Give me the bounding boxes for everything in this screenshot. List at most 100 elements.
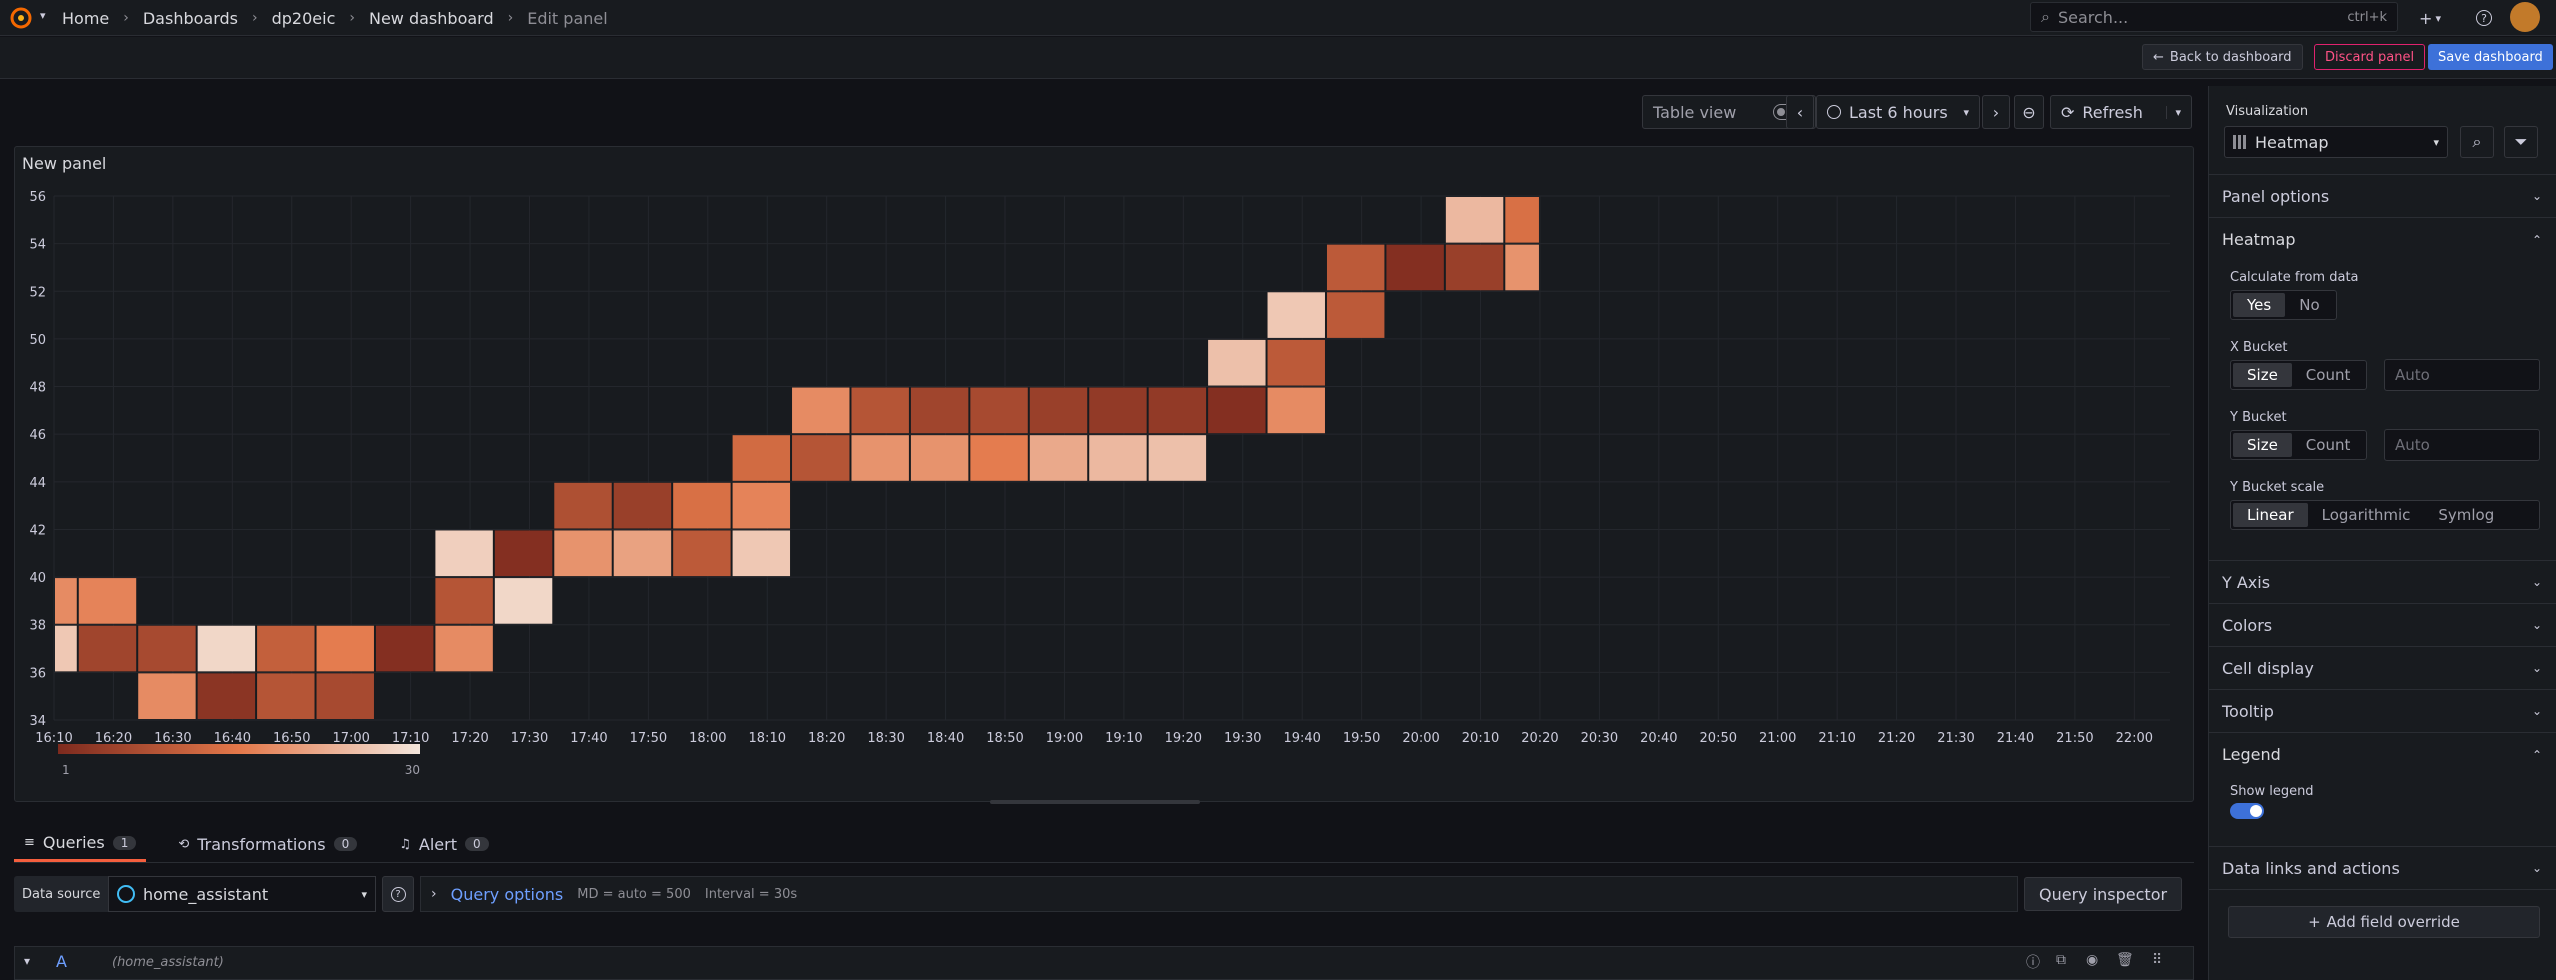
scale-logarithmic-option[interactable]: Logarithmic	[2321, 506, 2411, 524]
section-heatmap[interactable]: Heatmap ⌃	[2208, 218, 2556, 261]
x-tick-label: 20:00	[1402, 731, 1439, 746]
tab-alert[interactable]: ♫ Alert 0	[389, 826, 498, 862]
legend-max-label: 30	[405, 763, 420, 777]
heatmap-cell	[732, 482, 791, 529]
section-cell-display[interactable]: Cell display ⌄	[2208, 647, 2556, 690]
datasource-picker[interactable]: home_assistant ▾	[108, 876, 376, 912]
breadcrumb-home[interactable]: Home	[62, 8, 110, 28]
chevron-down-icon[interactable]: ▾	[40, 9, 46, 22]
zoom-out-button[interactable]: ⊖	[2014, 95, 2044, 129]
time-range-picker[interactable]: Last 6 hours ▾	[1816, 95, 1980, 129]
query-ref-id[interactable]: A	[56, 952, 67, 971]
heatmap-cell	[257, 625, 315, 672]
calculate-no-option[interactable]: No	[2299, 296, 2320, 314]
tab-transformations[interactable]: ⟲ Transformations 0	[168, 826, 367, 862]
add-field-override-button[interactable]: + Add field override	[2228, 906, 2540, 938]
heatmap-cell	[494, 530, 553, 577]
x-tick-label: 16:10	[35, 731, 72, 746]
refresh-label: Refresh	[2082, 102, 2143, 122]
resize-handle[interactable]	[990, 800, 1200, 804]
trash-icon[interactable]: 🗑	[2116, 952, 2134, 968]
section-legend[interactable]: Legend ⌃	[2208, 733, 2556, 776]
check-icon	[2250, 805, 2262, 817]
x-bucket-input[interactable]: Auto	[2384, 359, 2540, 391]
y-bucket-size-option[interactable]: Size	[2233, 433, 2292, 457]
heatmap-cell	[435, 625, 493, 672]
section-panel-options[interactable]: Panel options ⌄	[2208, 175, 2556, 218]
help-icon[interactable]: ⓘ	[2026, 955, 2040, 971]
y-tick-label: 34	[29, 714, 46, 729]
scale-linear-option[interactable]: Linear	[2233, 503, 2308, 527]
heatmap-cell	[197, 673, 256, 719]
heatmap-cell	[1148, 435, 1207, 481]
drag-handle-icon[interactable]: ⠿	[2152, 952, 2163, 968]
refresh-icon: ⟳	[2061, 102, 2075, 122]
x-tick-label: 19:20	[1165, 731, 1202, 746]
query-options-bar[interactable]: › Query options MD = auto = 500 Interval…	[420, 876, 2018, 912]
back-label: Back to dashboard	[2169, 49, 2292, 65]
breadcrumb-dashboard[interactable]: New dashboard	[368, 8, 494, 28]
duplicate-icon[interactable]: ⧉	[2056, 952, 2066, 968]
collapse-icon[interactable]: ▾	[24, 954, 31, 968]
chevron-down-icon: ⌄	[2531, 661, 2542, 675]
refresh-button[interactable]: ⟳ Refresh ▾	[2050, 95, 2192, 129]
filter-options-button[interactable]: ⏷	[2504, 126, 2538, 158]
heatmap-cell	[851, 435, 909, 481]
save-dashboard-button[interactable]: Save dashboard	[2428, 44, 2553, 70]
chevron-down-icon: ⌄	[2531, 575, 2542, 589]
add-icon[interactable]: + ▾	[2419, 8, 2441, 28]
x-bucket-count-option[interactable]: Count	[2305, 366, 2351, 384]
heatmap-cell	[1326, 292, 1385, 338]
y-tick-label: 42	[29, 523, 46, 538]
heatmap-cell	[138, 673, 196, 719]
section-tooltip[interactable]: Tooltip ⌄	[2208, 690, 2556, 733]
eye-icon[interactable]: ◉	[2086, 952, 2099, 968]
edit-actions-bar	[0, 37, 2556, 79]
time-range-prev-button[interactable]: ‹	[1786, 95, 1814, 129]
grafana-logo-icon[interactable]	[8, 4, 36, 32]
section-y-axis[interactable]: Y Axis ⌄	[2208, 561, 2556, 604]
avatar[interactable]	[2510, 2, 2540, 32]
heatmap-cell	[138, 625, 196, 672]
heatmap-cell	[970, 387, 1028, 434]
y-bucket-scale-radio-group: Linear Logarithmic Symlog	[2230, 500, 2540, 530]
discard-label: Discard panel	[2325, 49, 2415, 65]
section-data-links[interactable]: Data links and actions ⌄	[2208, 847, 2556, 890]
breadcrumb-dashboards[interactable]: Dashboards	[142, 8, 238, 28]
calculate-yes-option[interactable]: Yes	[2233, 293, 2286, 317]
time-range-next-button[interactable]: ›	[1982, 95, 2010, 129]
section-label: Heatmap	[2222, 230, 2296, 249]
heatmap-cell	[55, 578, 77, 624]
visualization-picker[interactable]: Heatmap ▾	[2224, 126, 2448, 158]
search-shortcut: ctrl+k	[2347, 9, 2387, 25]
heatmap-cell	[1267, 292, 1325, 338]
tab-queries[interactable]: ≡ Queries 1	[14, 826, 147, 862]
heatmap-cell	[910, 435, 969, 481]
scale-symlog-option[interactable]: Symlog	[2438, 506, 2495, 524]
heatmap-cell	[792, 387, 850, 434]
breadcrumb-folder[interactable]: dp20eic	[271, 8, 336, 28]
save-label: Save dashboard	[2438, 49, 2543, 65]
heatmap-chart: 34 36 38 40 42 44 46 48 50 52 54 56 16:10 16:20 16:30 1…	[29, 190, 2170, 777]
heatmap-cell	[732, 530, 791, 577]
search-input[interactable]: ⌕ Search... ctrl+k	[2030, 2, 2398, 32]
query-inspector-button[interactable]: Query inspector	[2024, 877, 2183, 911]
show-legend-toggle[interactable]	[2230, 803, 2264, 819]
heatmap-cell	[1029, 387, 1088, 434]
discard-panel-button[interactable]: Discard panel	[2314, 44, 2426, 70]
section-label: Cell display	[2222, 658, 2314, 678]
x-bucket-size-option[interactable]: Size	[2233, 363, 2292, 387]
y-bucket-count-option[interactable]: Count	[2305, 436, 2351, 454]
back-to-dashboard-button[interactable]: ← Back to dashboard	[2142, 44, 2303, 70]
datasource-help-button[interactable]: ?	[382, 876, 414, 912]
y-bucket-input[interactable]: Auto	[2384, 429, 2540, 461]
query-inspector-label: Query inspector	[2039, 884, 2168, 904]
search-options-button[interactable]: ⌕	[2460, 126, 2494, 158]
x-tick-label: 16:20	[95, 731, 132, 746]
y-tick-label: 46	[29, 428, 46, 443]
section-colors[interactable]: Colors ⌄	[2208, 604, 2556, 647]
transform-icon: ⟲	[178, 836, 190, 852]
x-tick-label: 20:50	[1700, 731, 1737, 746]
x-tick-label: 21:30	[1937, 731, 1974, 746]
help-icon[interactable]: ?	[2470, 4, 2498, 32]
